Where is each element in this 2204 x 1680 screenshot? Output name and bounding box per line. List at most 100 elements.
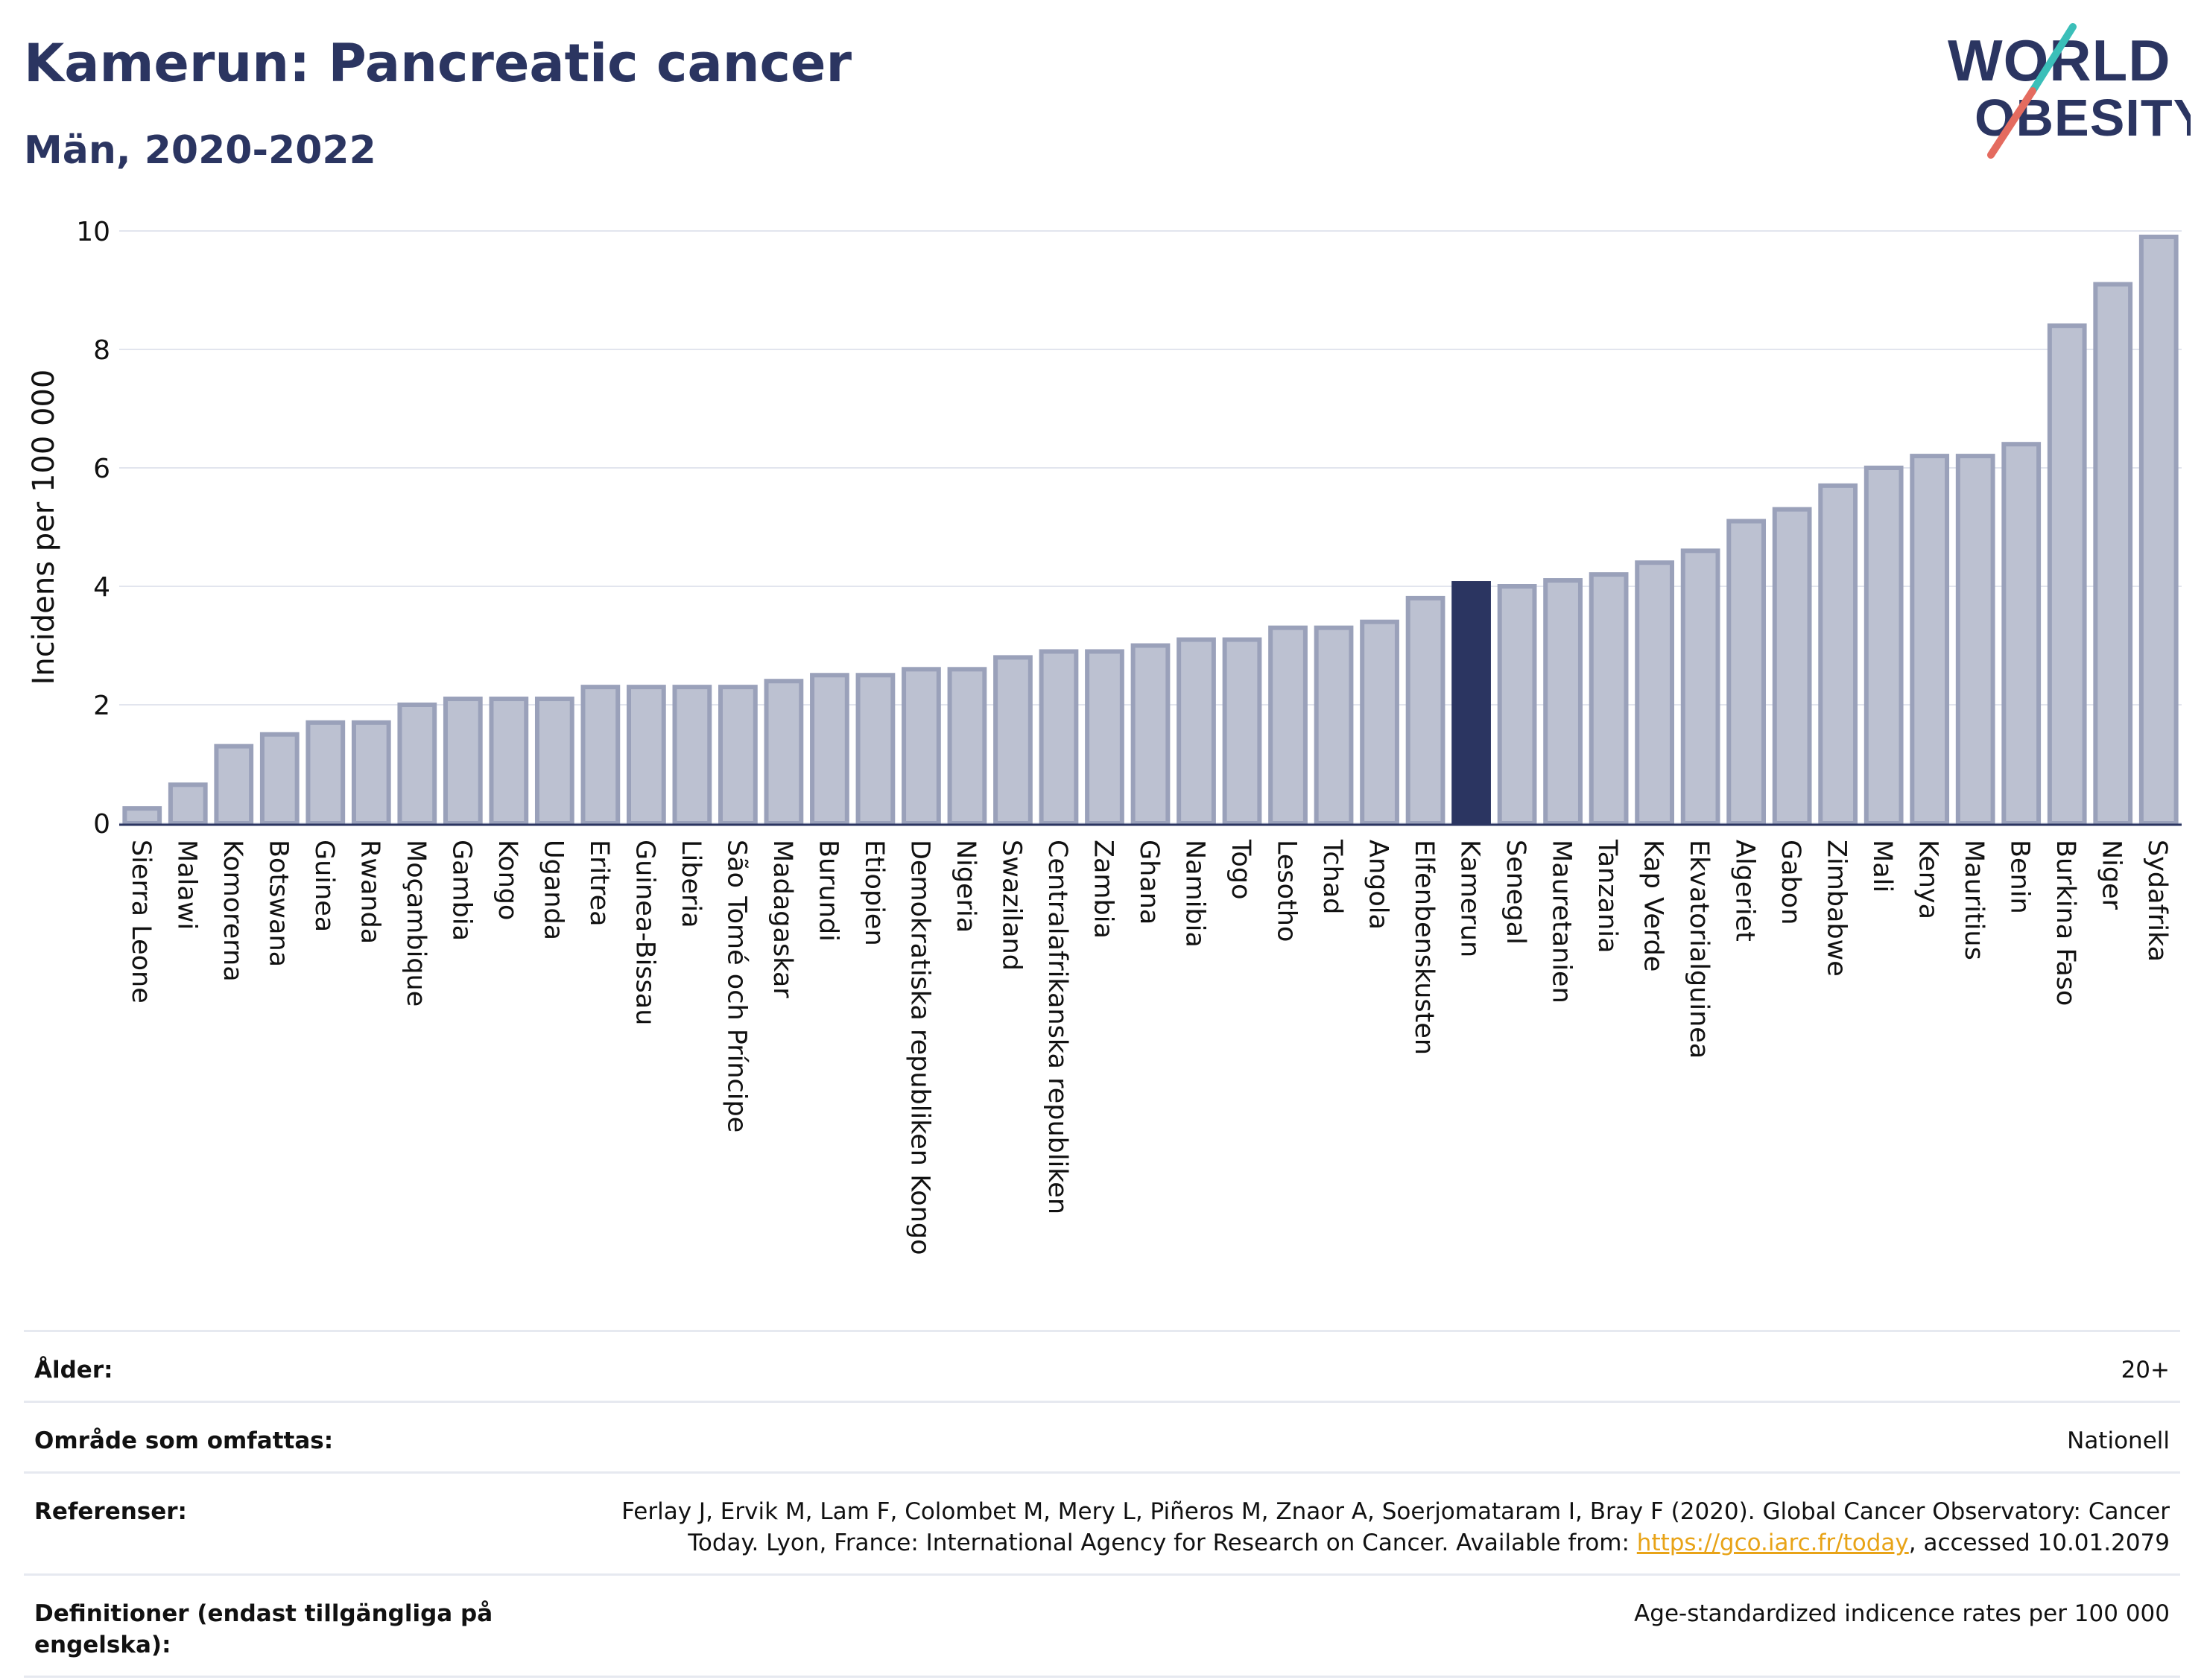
x-tick-label: Gambia [446,840,476,941]
bar [1772,507,1812,825]
x-tick-label: Elfenbenskusten [1409,840,1439,1055]
bar [1818,483,1858,825]
x-tick-label: São Tomé och Príncipe [721,840,751,1132]
bar [993,655,1033,826]
x-tick-label: Eritrea [584,840,614,927]
logo-slash-coral [1987,87,2036,159]
bar [1680,548,1720,825]
info-row-references: Referenser: Ferlay J, Ervik M, Lam F, Co… [24,1472,2180,1575]
info-value-age: 20+ [2121,1357,2170,1383]
bar [214,744,254,826]
reference-accessed: , accessed 10.01.2079 [1908,1530,2170,1556]
x-tick-label: Zimbabwe [1822,840,1852,977]
x-tick-label: Mauritius [1959,840,1989,960]
bar [810,673,849,825]
x-tick-label: Malawi [171,840,201,930]
x-tick-label: Tchad [1317,839,1347,915]
bar [1497,584,1537,825]
info-label-references: Referenser: [34,1498,187,1525]
reference-link[interactable]: https://gco.iarc.fr/today [1636,1530,1909,1556]
bar-chart: 0 2 4 6 8 10 Incidens per 100 000 Sierra Leone M… [27,217,2182,1255]
bar [1268,625,1308,826]
bar [627,685,666,826]
y-tick-label: 10 [76,217,110,247]
x-tick-label: Moçambique [401,840,431,1007]
x-tick-label: Tanzania [1592,839,1622,953]
bar [305,720,346,825]
x-tick-label: Lesotho [1272,840,1302,942]
info-value-definitions: Age-standardized indicence rates per 100… [1634,1600,2170,1627]
bar [1405,595,1445,826]
info-value-coverage: Nationell [2067,1427,2170,1454]
bar [1589,572,1629,825]
x-tick-label: Kongo [493,840,522,920]
bar [1726,519,1767,825]
x-tick-label: Gabon [1776,840,1805,925]
bar [1314,625,1354,826]
info-label-age: Ålder: [34,1357,113,1383]
x-tick-label: Komorerna [218,840,247,982]
bar [1863,466,1904,825]
bar [443,697,483,825]
x-tick-label: Benin [2005,840,2035,914]
chart-title: Kamerun: Pancreatic cancer [24,33,852,94]
x-tick-label: Namibia [1180,840,1210,948]
chart-subtitle: Män, 2020-2022 [24,128,376,173]
bar [1910,454,1950,825]
bar [764,679,804,826]
bar [1039,649,1079,826]
x-tick-label: Senegal [1501,840,1530,945]
x-tick-label: Guinea-Bissau [630,840,659,1025]
bar [580,685,621,826]
x-tick-label: Burundi [813,840,843,942]
x-tick-label: Ekvatorialguinea [1684,840,1714,1059]
y-tick-label: 0 [93,809,110,840]
x-tick-label: Burkina Faso [2051,840,2080,1006]
bars [122,234,2179,826]
x-tick-label: Mali [1867,840,1897,893]
bar [902,667,941,825]
bar [672,685,712,826]
reference-text-line1: Ferlay J, Ervik M, Lam F, Colombet M, Me… [621,1498,2170,1525]
bar [2001,442,2042,825]
x-tick-label: Madagaskar [767,840,797,998]
x-tick-label: Swaziland [996,840,1026,971]
y-tick-label: 8 [93,335,110,366]
bar [1222,637,1262,825]
logo-word-world: WORLD [1948,28,2171,93]
x-tick-label: Kenya [1913,840,1943,919]
info-value-references: Ferlay J, Ervik M, Lam F, Colombet M, Me… [526,1473,2180,1575]
world-obesity-logo: WORLD OBESITY [1948,23,2191,159]
x-tick-label: Rwanda [355,840,384,944]
bar [397,703,437,825]
x-tick-label: Botswana [263,840,293,967]
tick-labels: 0 2 4 6 8 10 Incidens per 100 000 Sierra Leone M… [27,217,2172,1255]
x-tick-label: Guinea [309,840,339,932]
y-axis-title: Incidens per 100 000 [27,370,61,685]
x-tick-label: Kap Verde [1638,840,1668,971]
logo-slash-teal [2029,23,2077,95]
x-tick-label: Uganda [538,840,568,940]
x-tick-label: Centralafrikanska republiken [1042,840,1072,1214]
info-label-definitions: Definitioner (endast tillgängliga på eng… [34,1600,493,1658]
x-tick-label: Angola [1364,840,1393,930]
x-tick-label: Niger [2097,840,2127,910]
bar [351,720,391,825]
info-row-age: Ålder: 20+ [24,1331,2180,1402]
bar [2093,282,2133,826]
bar [168,782,208,826]
bar-highlight [1451,581,1491,826]
x-tick-label: Nigeria [951,840,981,933]
bar [855,673,896,825]
x-tick-label: Demokratiska republiken Kongo [905,840,934,1255]
x-tick-label: Liberia [676,840,706,928]
x-tick-label: Mauretanien [1547,840,1577,1004]
bar [259,732,300,825]
x-tick-label: Ghana [1134,840,1164,925]
bar [534,697,574,825]
bar [2138,234,2179,825]
reference-text-line2: Today. Lyon, France: International Agenc… [688,1530,1637,1556]
bar [1130,643,1171,825]
bar [1635,560,1674,825]
x-tick-label: Sierra Leone [126,840,156,1004]
